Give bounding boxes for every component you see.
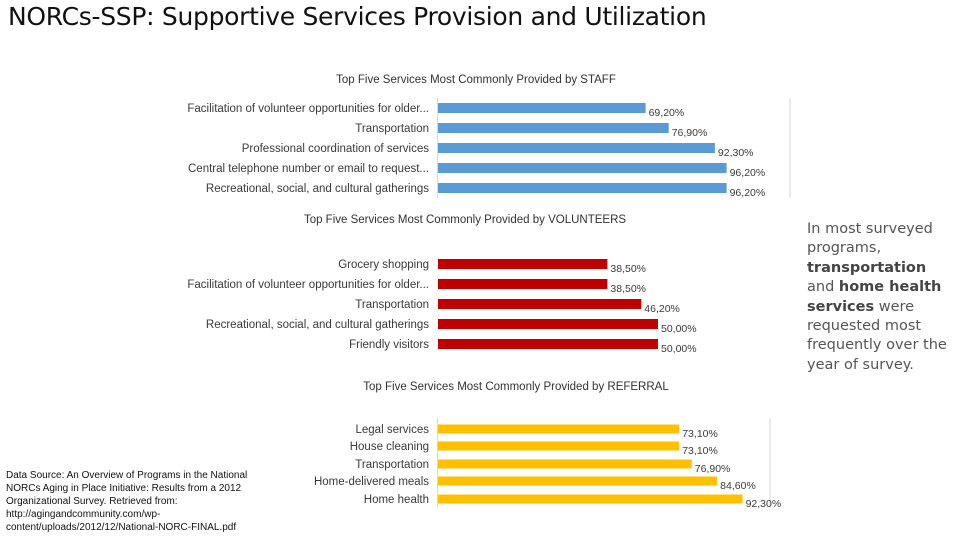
bar-referral	[438, 441, 680, 451]
bar-staff	[438, 103, 646, 113]
data-label-volunteers: 38,50%	[610, 283, 646, 295]
bar-volunteers	[438, 339, 658, 349]
data-label-referral: 73,10%	[682, 428, 718, 440]
data-label-referral: 73,10%	[682, 445, 718, 457]
data-label-referral: 76,90%	[695, 463, 731, 475]
data-label-staff: 69,20%	[649, 107, 685, 119]
note-highlight-transportation: transportation	[807, 259, 927, 276]
category-label-staff: Recreational, social, and cultural gathe…	[206, 183, 429, 195]
category-label-volunteers: Grocery shopping	[338, 259, 429, 271]
data-label-staff: 92,30%	[718, 147, 754, 159]
chart-title-referral: Top Five Services Most Commonly Provided…	[363, 381, 669, 393]
category-label-staff: Professional coordination of services	[242, 143, 430, 155]
data-label-volunteers: 50,00%	[661, 323, 697, 335]
bar-volunteers	[438, 319, 658, 329]
data-label-staff: 96,20%	[730, 187, 766, 199]
category-label-staff: Facilitation of volunteer opportunities …	[187, 103, 429, 115]
category-label-volunteers: Transportation	[355, 299, 429, 311]
bar-volunteers	[438, 259, 608, 269]
bar-volunteers	[438, 299, 642, 309]
data-label-staff: 76,90%	[672, 127, 708, 139]
data-label-referral: 92,30%	[746, 498, 782, 510]
summary-note: In most surveyed programs, transportatio…	[807, 220, 957, 375]
bar-referral	[438, 476, 718, 486]
note-text-3: were requested most frequently over the …	[807, 298, 947, 373]
chart-title-volunteers: Top Five Services Most Commonly Provided…	[304, 214, 626, 226]
data-label-volunteers: 46,20%	[644, 303, 680, 315]
data-label-volunteers: 38,50%	[610, 263, 646, 275]
bar-referral	[438, 459, 692, 469]
category-label-referral: Home-delivered meals	[314, 476, 429, 488]
slide-title: NORCs-SSP: Supportive Services Provision…	[8, 2, 707, 31]
category-label-referral: Home health	[364, 494, 429, 506]
data-source-note: Data Source: An Overview of Programs in …	[6, 470, 248, 533]
data-label-staff: 96,20%	[730, 167, 766, 179]
chart-title-staff: Top Five Services Most Commonly Provided…	[336, 74, 616, 86]
category-label-volunteers: Recreational, social, and cultural gathe…	[206, 319, 429, 331]
bar-referral	[438, 494, 743, 504]
note-text-2: and	[807, 279, 839, 296]
bar-staff	[438, 123, 669, 133]
data-label-volunteers: 50,00%	[661, 343, 697, 355]
bar-staff	[438, 183, 727, 193]
category-label-referral: Legal services	[355, 424, 429, 436]
category-label-staff: Transportation	[355, 123, 429, 135]
category-label-volunteers: Friendly visitors	[349, 339, 429, 351]
category-label-volunteers: Facilitation of volunteer opportunities …	[187, 279, 429, 291]
bar-staff	[438, 163, 727, 173]
bar-volunteers	[438, 279, 608, 289]
category-label-referral: House cleaning	[350, 441, 429, 453]
category-label-staff: Central telephone number or email to req…	[188, 163, 429, 175]
bar-referral	[438, 424, 680, 434]
bar-staff	[438, 143, 715, 153]
note-text-1: In most surveyed programs,	[807, 221, 933, 257]
data-label-referral: 84,60%	[720, 480, 756, 492]
note-highlight-home-health: home health services	[807, 279, 942, 315]
category-label-referral: Transportation	[355, 459, 429, 471]
